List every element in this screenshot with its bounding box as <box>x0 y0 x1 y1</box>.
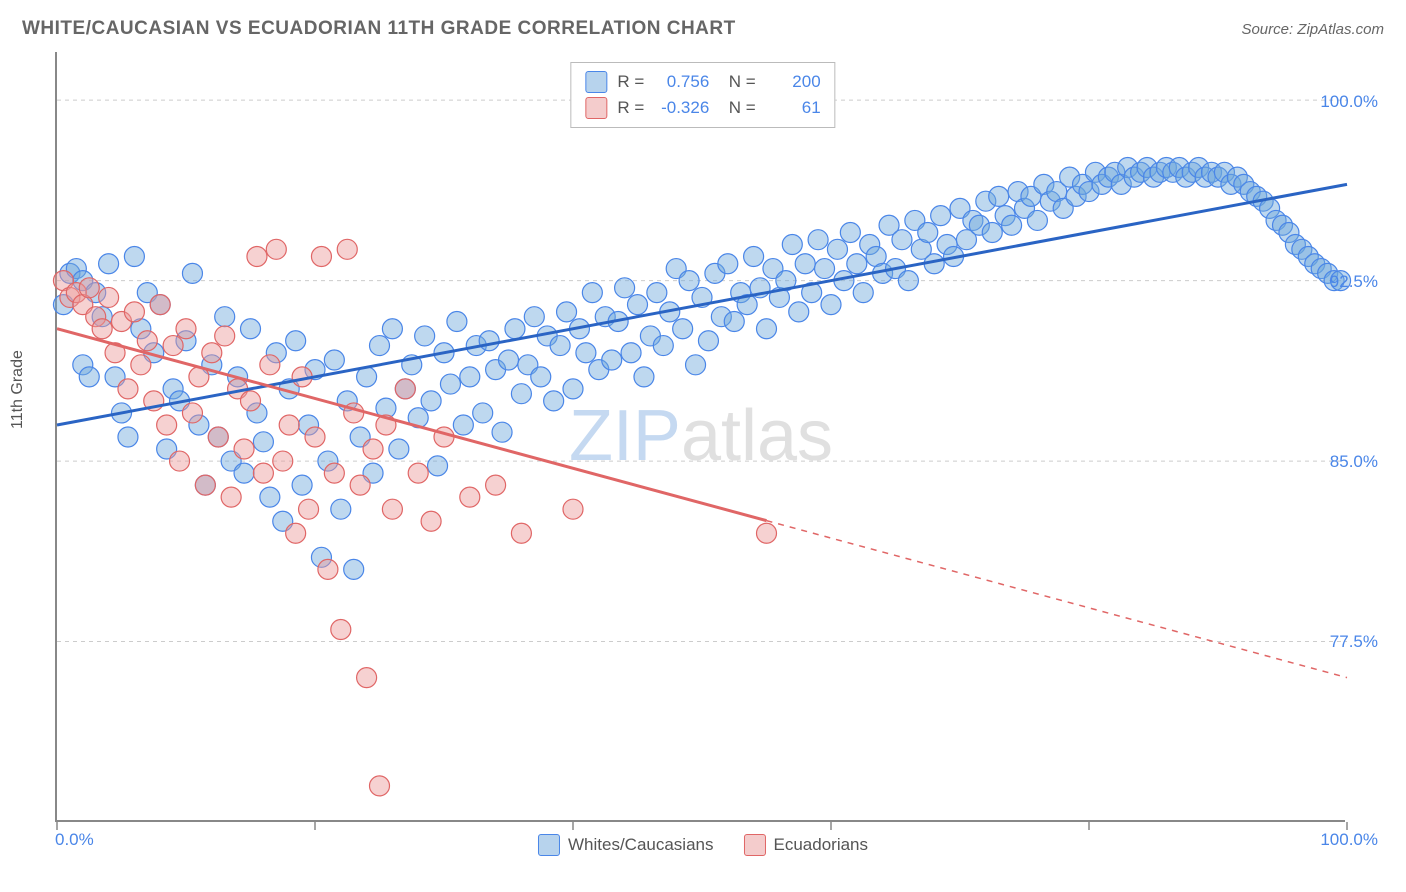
chart-svg <box>57 52 1345 820</box>
legend-bottom-blue-label: Whites/Caucasians <box>568 835 714 855</box>
y-axis-label: 11th Grade <box>9 350 27 429</box>
legend-top: R = 0.756 N = 200 R = -0.326 N = 61 <box>570 62 835 128</box>
x-tick-right: 100.0% <box>1320 830 1378 850</box>
legend-swatch-blue-icon <box>538 834 560 856</box>
y-tick-85: 85.0% <box>1330 452 1378 472</box>
y-tick-77-5: 77.5% <box>1330 632 1378 652</box>
legend-n-label: N = <box>719 72 755 92</box>
legend-bottom-pink-label: Ecuadorians <box>774 835 869 855</box>
legend-r-pink: -0.326 <box>654 98 709 118</box>
legend-r-label: R = <box>617 98 644 118</box>
legend-row-blue: R = 0.756 N = 200 <box>585 69 820 95</box>
legend-swatch-blue <box>585 71 607 93</box>
legend-n-blue: 200 <box>766 72 821 92</box>
legend-swatch-pink <box>585 97 607 119</box>
legend-row-pink: R = -0.326 N = 61 <box>585 95 820 121</box>
plot-area: ZIPatlas <box>55 52 1345 822</box>
legend-n-label: N = <box>719 98 755 118</box>
chart-header: WHITE/CAUCASIAN VS ECUADORIAN 11TH GRADE… <box>22 18 1384 40</box>
legend-n-pink: 61 <box>766 98 821 118</box>
legend-r-blue: 0.756 <box>654 72 709 92</box>
legend-bottom-pink: Ecuadorians <box>744 834 869 856</box>
chart-title: WHITE/CAUCASIAN VS ECUADORIAN 11TH GRADE… <box>22 18 736 40</box>
legend-r-label: R = <box>617 72 644 92</box>
legend-swatch-pink-icon <box>744 834 766 856</box>
y-tick-100: 100.0% <box>1320 92 1378 112</box>
legend-bottom: Whites/Caucasians Ecuadorians <box>538 834 868 856</box>
x-tick-left: 0.0% <box>55 830 94 850</box>
y-tick-92-5: 92.5% <box>1330 272 1378 292</box>
chart-source: Source: ZipAtlas.com <box>1241 21 1384 38</box>
legend-bottom-blue: Whites/Caucasians <box>538 834 714 856</box>
